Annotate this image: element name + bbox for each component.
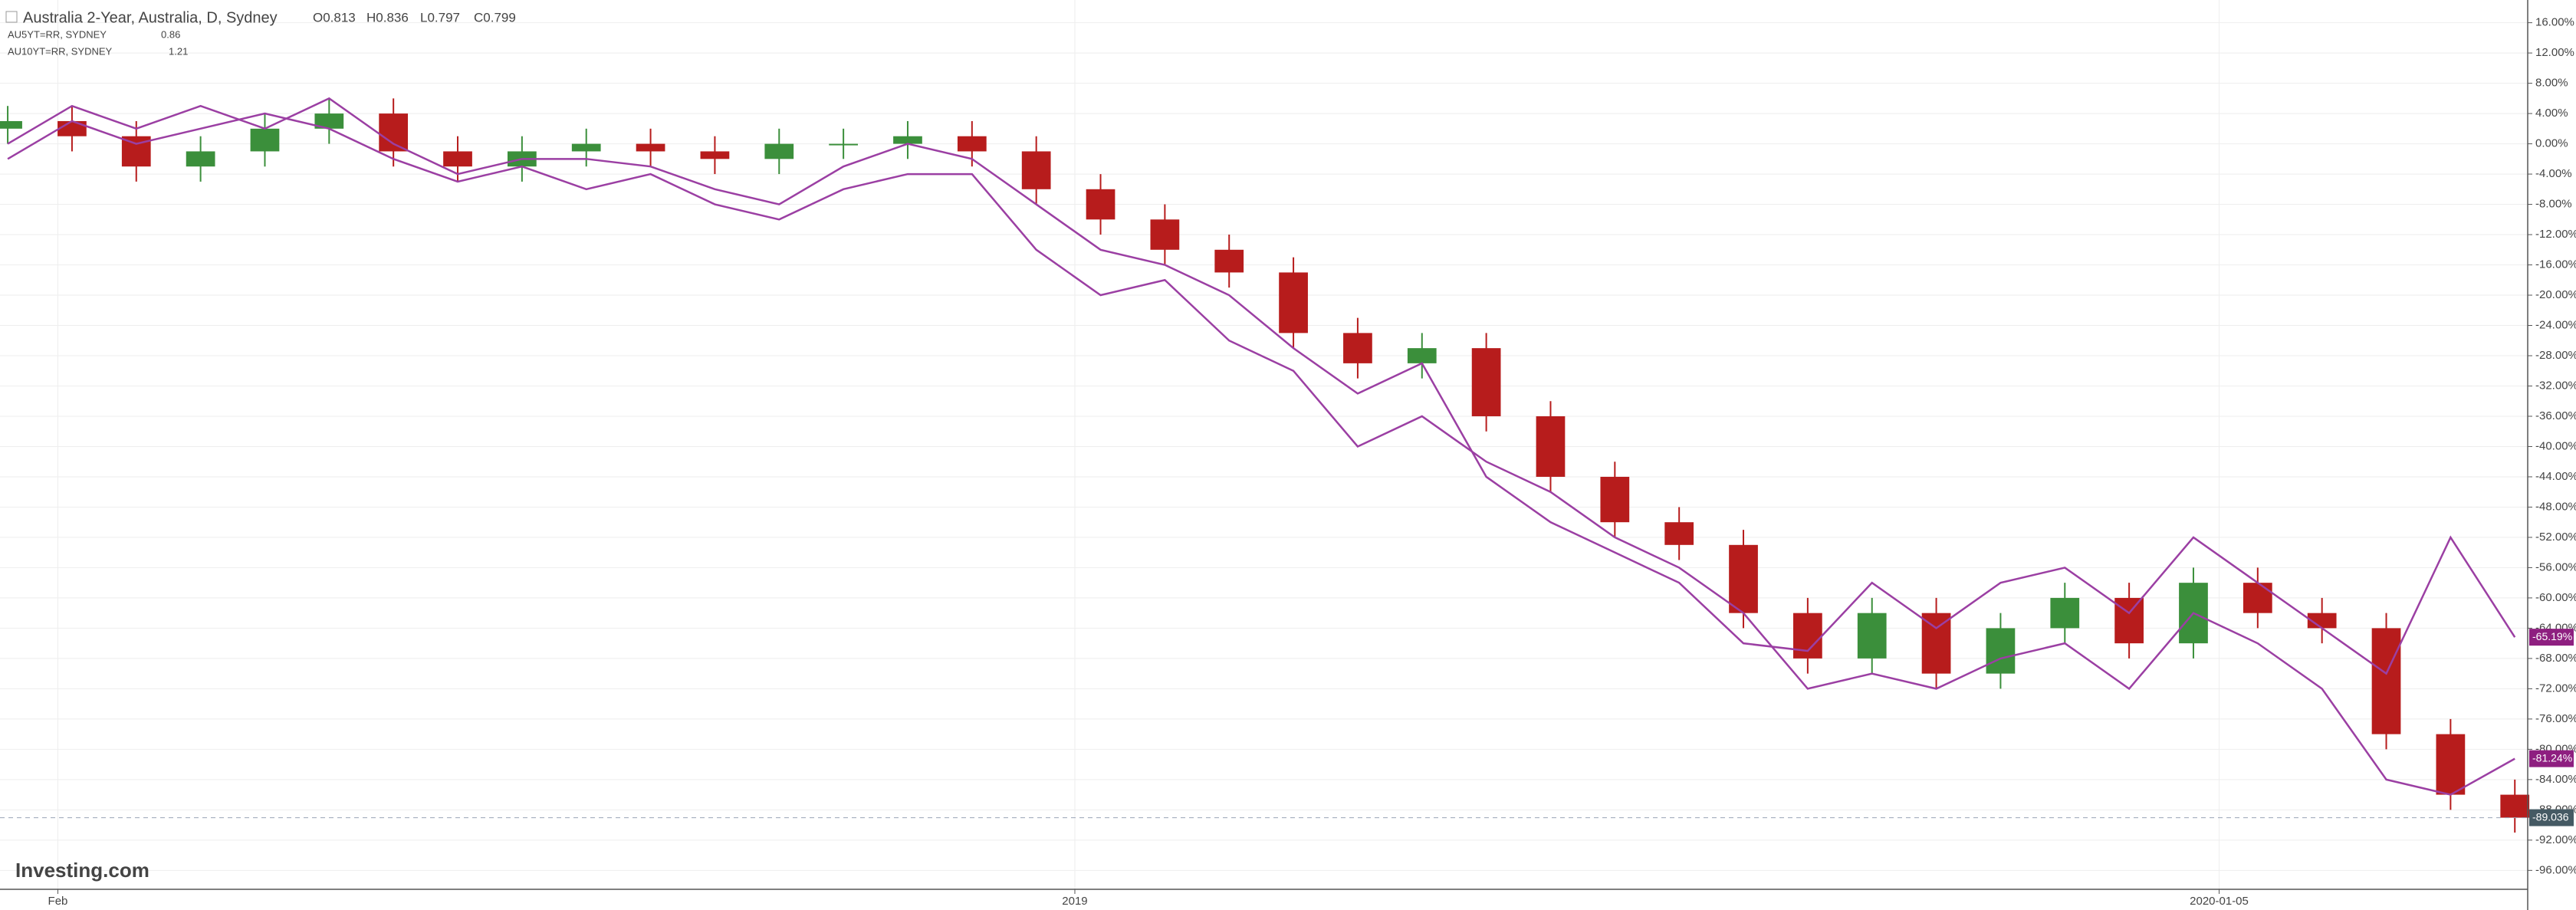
- x-tick-label: 2019: [1062, 895, 1087, 908]
- series-last-label: -81.24%: [2532, 751, 2572, 764]
- candle-body: [764, 143, 794, 159]
- series-last-box: [2529, 629, 2574, 646]
- y-tick-label: -12.00%: [2535, 228, 2576, 241]
- ohlc-legend: O0.813 H0.836 L0.797 C0.799: [313, 10, 516, 25]
- candle-body: [2242, 583, 2272, 613]
- candle-body: [58, 120, 87, 136]
- ohlc-value: H0.836: [366, 10, 409, 25]
- candle-body: [829, 143, 858, 146]
- y-tick-label: -8.00%: [2535, 198, 2572, 211]
- y-tick-label: -44.00%: [2535, 470, 2576, 483]
- candle-body: [186, 151, 215, 167]
- x-tick-label: 2020-01-05: [2190, 895, 2249, 908]
- series-line: [7, 112, 2515, 796]
- candle-body: [2050, 597, 2080, 629]
- legend: AU5YT=RR, SYDNEY 0.86 AU10YT=RR, SYDNEY 1.2…: [8, 28, 188, 57]
- candle-body: [1021, 151, 1051, 189]
- ohlc-value: O0.813: [313, 10, 356, 25]
- y-tick-label: -16.00%: [2535, 258, 2576, 271]
- y-tick-label: -68.00%: [2535, 652, 2576, 665]
- y-tick-label: 12.00%: [2535, 46, 2574, 59]
- ohlc-value: C0.799: [474, 10, 516, 25]
- candle-body: [1664, 522, 1694, 545]
- candle-body: [314, 113, 344, 129]
- candle-body: [2371, 628, 2401, 734]
- y-tick-label: -48.00%: [2535, 500, 2576, 513]
- candle-body: [1857, 613, 1887, 659]
- y-tick-label: -52.00%: [2535, 531, 2576, 544]
- candle-body: [571, 143, 601, 152]
- y-tick-label: -36.00%: [2535, 409, 2576, 422]
- y-tick-label: -76.00%: [2535, 712, 2576, 725]
- source-logo: Investing.com: [15, 859, 150, 882]
- candle-body: [700, 151, 730, 159]
- candle-body: [1214, 249, 1244, 273]
- candle-body: [1086, 189, 1116, 220]
- y-tick-label: -4.00%: [2535, 167, 2572, 180]
- candle-body: [893, 136, 922, 144]
- y-tick-label: -84.00%: [2535, 773, 2576, 786]
- last-price-label: -89.036: [2532, 810, 2569, 823]
- ohlc-value: L0.797: [420, 10, 460, 25]
- candle-body: [1986, 628, 2016, 674]
- candle-body: [1729, 544, 1758, 613]
- candle-body: [2307, 613, 2337, 629]
- candle-body: [250, 128, 280, 152]
- series-last-box: [2529, 750, 2574, 767]
- candle-body: [1536, 416, 1566, 477]
- y-tick-label: -28.00%: [2535, 349, 2576, 362]
- plot: [0, 97, 2530, 833]
- y-tick-label: -72.00%: [2535, 682, 2576, 695]
- legend-name: AU5YT=RR, SYDNEY: [8, 28, 107, 40]
- y-tick-label: -24.00%: [2535, 318, 2576, 331]
- series-last-label: -65.19%: [2532, 630, 2572, 642]
- candle-body: [1343, 333, 1372, 363]
- candle-body: [1407, 348, 1437, 363]
- y-tick-label: 4.00%: [2535, 107, 2568, 120]
- candle-body: [636, 143, 665, 152]
- y-tick-label: 16.00%: [2535, 16, 2574, 29]
- y-tick-label: 0.00%: [2535, 137, 2568, 150]
- y-tick-label: -32.00%: [2535, 379, 2576, 392]
- y-tick-label: -60.00%: [2535, 591, 2576, 604]
- candle-body: [1150, 219, 1180, 250]
- y-tick-label: -40.00%: [2535, 439, 2576, 452]
- candle-body: [1921, 613, 1951, 674]
- candle-body: [1600, 476, 1630, 523]
- series-line: [7, 97, 2516, 675]
- y-tick-label: 8.00%: [2535, 77, 2568, 90]
- y-tick-label: -56.00%: [2535, 560, 2576, 573]
- collapse-icon[interactable]: [5, 11, 18, 23]
- chart-title: Australia 2-Year, Australia, D, Sydney: [23, 9, 278, 26]
- legend-name: AU10YT=RR, SYDNEY: [8, 45, 113, 57]
- y-tick-label: -92.00%: [2535, 833, 2576, 846]
- candle-body: [0, 120, 22, 129]
- candle-body: [379, 113, 409, 152]
- candle-body: [2436, 734, 2466, 795]
- candle-body: [2500, 794, 2530, 818]
- candle-body: [957, 136, 987, 152]
- axes: 16.00% 12.00% 8.00% 4.00% 0.00% -4.00% -8.00% -…: [48, 16, 2576, 908]
- y-tick-label: -96.00%: [2535, 863, 2576, 876]
- candle-body: [1471, 348, 1501, 416]
- candle-body: [443, 151, 472, 167]
- legend-value: 1.21: [169, 45, 188, 57]
- x-tick-label: Feb: [48, 895, 68, 908]
- y-tick-label: -20.00%: [2535, 288, 2576, 301]
- candle-body: [1279, 272, 1308, 333]
- last-price-box: [2529, 809, 2574, 826]
- legend-value: 0.86: [161, 28, 180, 40]
